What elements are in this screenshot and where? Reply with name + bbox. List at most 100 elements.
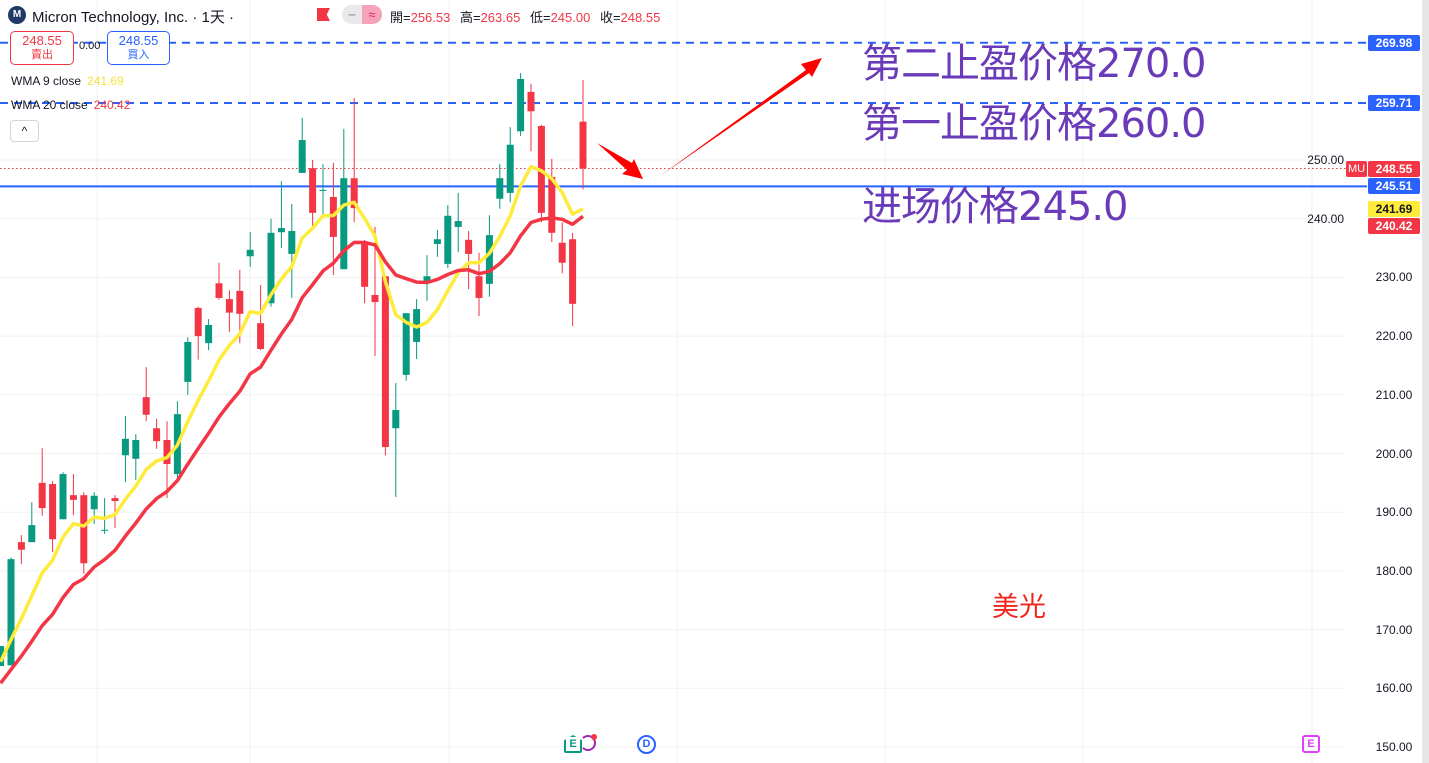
approx-icon: ≈ bbox=[362, 5, 382, 24]
candle bbox=[527, 83, 535, 152]
y-tick-label: 240.00 bbox=[1307, 211, 1344, 226]
candle-body bbox=[49, 484, 57, 540]
candle-body bbox=[517, 78, 525, 132]
y-tick-label: 220.00 bbox=[1375, 329, 1413, 344]
sell-button[interactable]: 248.55 賣出 bbox=[10, 31, 74, 65]
symbol-title[interactable]: Micron Technology, Inc. · 1天 · bbox=[32, 9, 235, 26]
candle bbox=[184, 337, 192, 395]
candle-body bbox=[340, 178, 348, 270]
arrows[interactable] bbox=[597, 58, 822, 179]
y-tick-label: 250.00 bbox=[1307, 153, 1344, 167]
candle-body bbox=[569, 239, 577, 304]
candle-body bbox=[371, 295, 379, 303]
upcoming-earnings-icon[interactable]: E bbox=[1302, 735, 1320, 753]
candle bbox=[101, 498, 109, 534]
candle-body bbox=[7, 559, 15, 666]
tp2-price-label: 269.98 bbox=[1368, 35, 1420, 51]
flag-icon[interactable] bbox=[317, 8, 330, 21]
candle-body bbox=[423, 276, 431, 281]
candle-body bbox=[527, 91, 535, 112]
candle-body bbox=[38, 482, 46, 509]
candle bbox=[309, 160, 317, 226]
wma9-price-label: 241.69 bbox=[1368, 201, 1420, 217]
candle bbox=[517, 73, 525, 136]
arrow-down-right-icon[interactable] bbox=[597, 143, 643, 179]
candle bbox=[225, 290, 233, 332]
candles bbox=[0, 73, 587, 666]
market-status-pill[interactable]: ‒ ≈ bbox=[342, 5, 382, 24]
minus-icon: ‒ bbox=[348, 7, 356, 21]
y-tick-label: 150.00 bbox=[1375, 740, 1413, 754]
candle-body bbox=[319, 189, 327, 191]
candle-body bbox=[225, 299, 233, 313]
candle bbox=[423, 255, 431, 301]
legend-name: WMA 9 close bbox=[11, 74, 82, 88]
candle bbox=[548, 158, 556, 243]
candle bbox=[153, 418, 161, 449]
candle-body bbox=[288, 231, 296, 254]
legend-wma20[interactable]: WMA 20 close 240.42 bbox=[11, 98, 130, 112]
candle bbox=[7, 557, 15, 666]
candle bbox=[496, 164, 504, 209]
candle-body bbox=[194, 307, 202, 337]
candle bbox=[80, 492, 88, 574]
dividend-icon[interactable]: D bbox=[637, 735, 656, 754]
candle-body bbox=[132, 439, 140, 459]
annotation-tp1[interactable]: 第一止盈价格260.0 bbox=[862, 101, 1207, 147]
arrow-up-right-icon[interactable] bbox=[660, 58, 822, 176]
open-label: 開= bbox=[390, 10, 411, 25]
candle bbox=[392, 383, 400, 497]
wma-lines bbox=[0, 164, 585, 685]
horizontal-lines[interactable] bbox=[0, 41, 1367, 188]
buy-label: 買入 bbox=[127, 49, 150, 61]
candle bbox=[194, 306, 202, 360]
candle-body bbox=[267, 232, 275, 304]
low-value: 245.00 bbox=[550, 10, 591, 25]
scrollbar[interactable] bbox=[1422, 0, 1429, 763]
buy-button[interactable]: 248.55 買入 bbox=[107, 31, 170, 65]
candle-body bbox=[361, 243, 369, 287]
ohlc-readout: 開=256.53 高=263.65 低=245.00 收=248.55 bbox=[390, 7, 666, 26]
candle-body bbox=[465, 239, 473, 254]
y-tick-label: 200.00 bbox=[1375, 446, 1413, 461]
candle bbox=[402, 313, 410, 381]
legend-value: 240.42 bbox=[93, 98, 131, 112]
candle bbox=[38, 448, 46, 516]
candle-body bbox=[111, 498, 119, 502]
candle bbox=[59, 472, 67, 520]
y-tick-label: 180.00 bbox=[1375, 563, 1413, 578]
candle bbox=[257, 285, 265, 351]
symbol-label: MU bbox=[1346, 161, 1367, 177]
high-value: 263.65 bbox=[480, 10, 521, 25]
candle-body bbox=[433, 239, 441, 244]
event-icon[interactable] bbox=[580, 735, 596, 751]
legend-wma9[interactable]: WMA 9 close 241.69 bbox=[11, 74, 124, 88]
wma9-line bbox=[0, 164, 584, 663]
candle bbox=[49, 481, 57, 553]
wma20-price-label: 240.42 bbox=[1368, 218, 1420, 234]
spread: 0.00 bbox=[79, 40, 101, 52]
legend-name: WMA 20 close bbox=[11, 98, 88, 112]
close-label: 收= bbox=[599, 10, 621, 25]
annotation-entry[interactable]: 进场价格245.0 bbox=[862, 184, 1129, 230]
y-tick-label: 210.00 bbox=[1375, 387, 1413, 402]
y-tick-label: 160.00 bbox=[1375, 681, 1413, 696]
candle-body bbox=[402, 313, 410, 375]
candle bbox=[371, 226, 379, 357]
candle-body bbox=[454, 221, 462, 227]
collapse-legend-button[interactable]: ^ bbox=[10, 120, 39, 142]
candle bbox=[319, 164, 327, 215]
annotation-tp2[interactable]: 第二止盈价格270.0 bbox=[862, 41, 1207, 87]
candle bbox=[28, 502, 36, 543]
candle bbox=[361, 239, 369, 304]
candle bbox=[215, 262, 223, 300]
candle-body bbox=[444, 215, 452, 264]
candle-body bbox=[184, 341, 192, 382]
sell-label: 賣出 bbox=[31, 49, 53, 61]
annotation-name[interactable]: 美光 bbox=[992, 592, 1046, 623]
candle bbox=[163, 421, 171, 499]
candle bbox=[288, 204, 296, 298]
high-label: 高= bbox=[459, 10, 481, 25]
entry-price-label: 245.51 bbox=[1368, 178, 1420, 194]
